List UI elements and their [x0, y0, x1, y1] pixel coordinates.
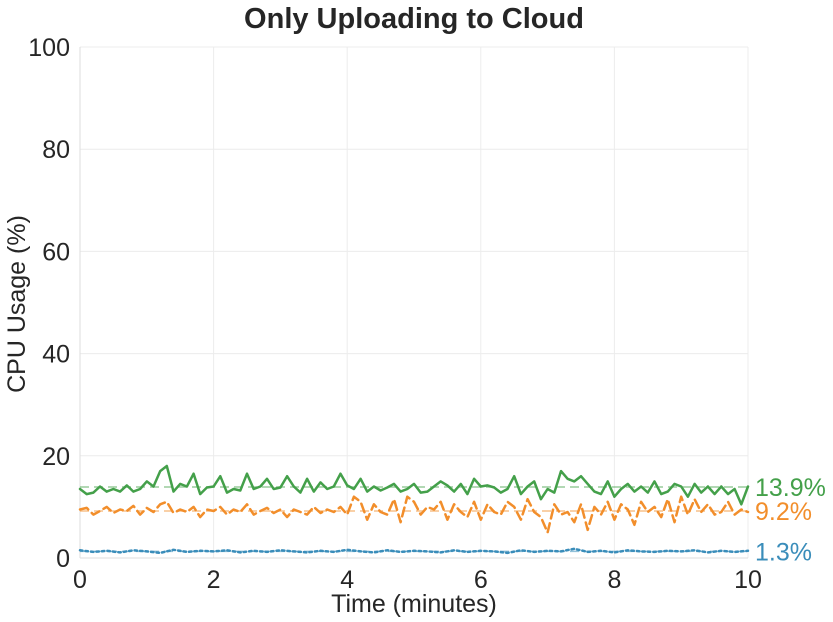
x-tick-label: 8 — [607, 566, 621, 594]
series-line-0 — [78, 464, 750, 506]
x-tick-label: 6 — [474, 566, 488, 594]
y-tick-label: 60 — [42, 238, 70, 266]
end-label-0: 13.9% — [755, 474, 826, 502]
y-tick-label: 100 — [28, 34, 70, 62]
mean-lines — [80, 486, 748, 553]
end-label-1: 9.2% — [755, 498, 812, 526]
y-tick-label: 40 — [42, 341, 70, 369]
x-tick-label: 10 — [734, 566, 762, 594]
y-tick-label: 20 — [42, 443, 70, 471]
chart-title: Only Uploading to Cloud — [244, 3, 584, 35]
x-tick-label: 0 — [73, 566, 87, 594]
x-tick-label: 4 — [340, 566, 354, 594]
y-tick-label: 80 — [42, 136, 70, 164]
y-tick-labels: 0 20 40 60 80 100 — [28, 34, 70, 573]
grid — [79, 46, 749, 559]
series-line-1 — [78, 495, 750, 534]
end-labels: 13.9%9.2% 1.3% — [755, 474, 826, 566]
series-lines — [78, 464, 750, 555]
series-line-2 — [78, 547, 750, 555]
end-label-2: 1.3% — [755, 538, 812, 566]
x-tick-label: 2 — [207, 566, 221, 594]
y-axis-label: CPU Usage (%) — [3, 215, 31, 393]
x-axis-label: Time (minutes) — [331, 590, 497, 618]
axes — [79, 47, 748, 559]
x-tick-labels: 0 2 4 6 8 10 — [73, 566, 762, 594]
y-tick-label: 0 — [56, 545, 70, 573]
